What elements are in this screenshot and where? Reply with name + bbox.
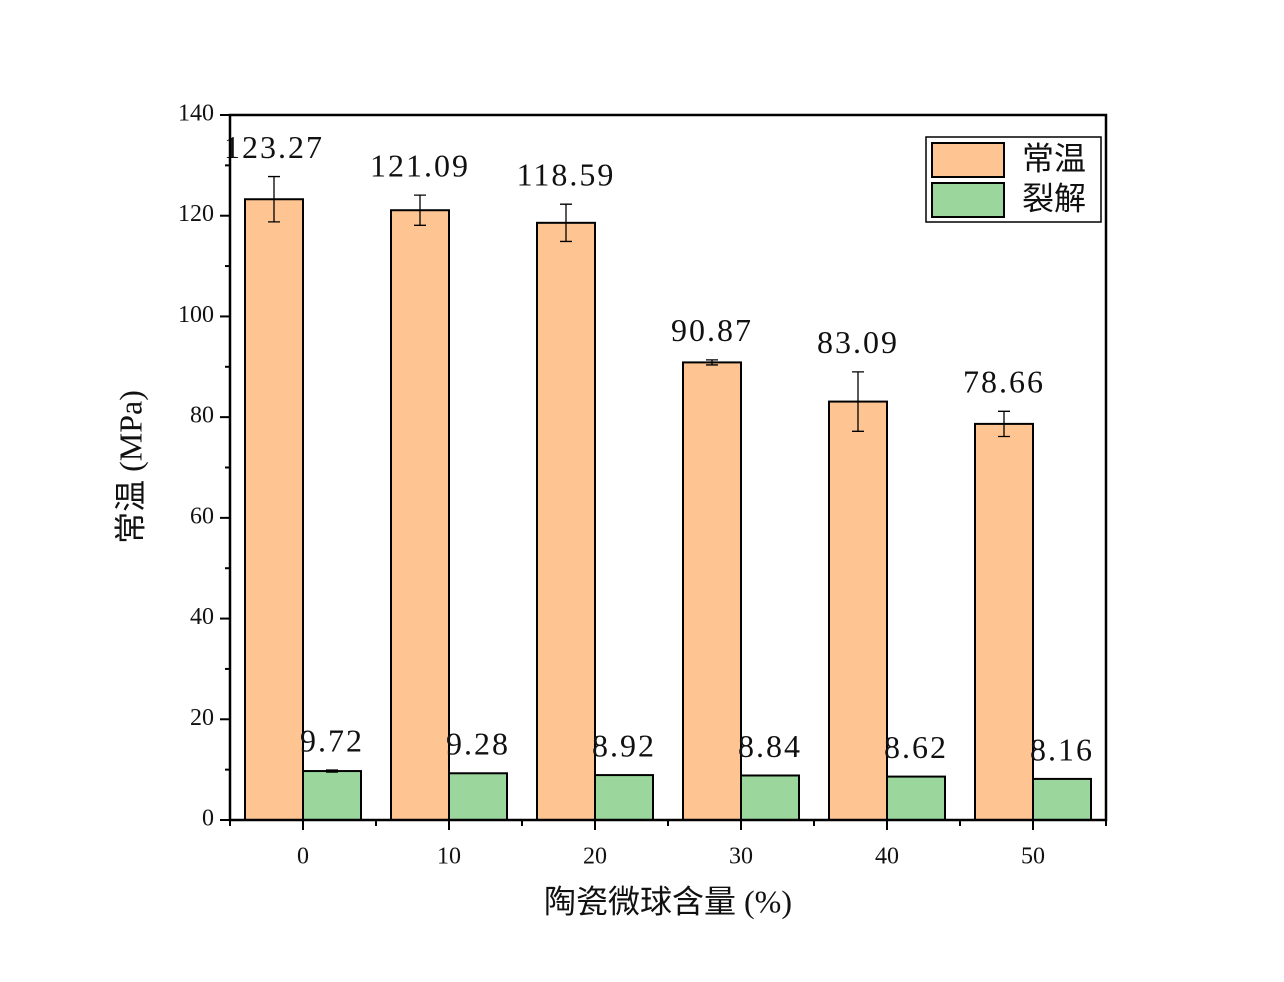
value-label: 90.87 [671,312,753,348]
bar [682,361,742,821]
y-tick-label: 100 [178,302,214,328]
y-tick-label: 120 [178,201,214,227]
error-bar [560,203,572,243]
y-tick-label: 80 [190,403,214,429]
y-tick-label: 60 [190,503,214,529]
bar [390,209,450,822]
value-label: 118.59 [517,157,616,193]
error-bar [326,769,338,773]
legend-swatch [931,142,1005,178]
bar [1032,777,1092,821]
value-label: 8.84 [738,728,802,764]
y-tick-label: 0 [202,806,214,832]
error-bar [998,410,1010,438]
bar [594,774,654,821]
bar [828,400,888,821]
legend-swatch [931,182,1005,218]
bar [448,772,508,821]
value-label: 8.62 [884,729,948,765]
value-label: 123.27 [224,129,324,165]
x-axis-title: 陶瓷微球含量 (%) [544,883,792,919]
plot-frame [228,113,1108,822]
legend-label: 裂解 [1022,180,1086,216]
x-tick-label: 50 [1021,844,1045,870]
value-label: 121.09 [370,147,470,183]
error-bar [268,175,280,223]
value-label: 9.72 [300,722,364,758]
x-tick-label: 20 [583,844,607,870]
bar [974,422,1034,821]
x-tick-label: 30 [729,844,753,870]
y-axis-title: 常温 (MPa) [112,390,148,544]
x-tick-label: 40 [875,844,899,870]
value-label: 9.28 [446,726,510,762]
error-bar [414,194,426,226]
x-tick-label: 0 [297,844,309,870]
legend-label: 常温 [1022,140,1086,176]
bar [244,198,304,821]
error-bar [852,371,864,432]
y-tick-label: 20 [190,705,214,731]
y-tick-label: 140 [178,101,214,127]
y-tick-label: 40 [190,604,214,630]
value-label: 8.92 [592,727,656,763]
value-label: 8.16 [1030,731,1094,767]
bar [302,770,362,821]
value-label: 78.66 [963,364,1045,400]
bar [740,774,800,822]
value-label: 83.09 [817,324,899,360]
error-bar [706,359,718,366]
bar [536,221,596,821]
bar [886,775,946,822]
x-tick-label: 10 [437,844,461,870]
